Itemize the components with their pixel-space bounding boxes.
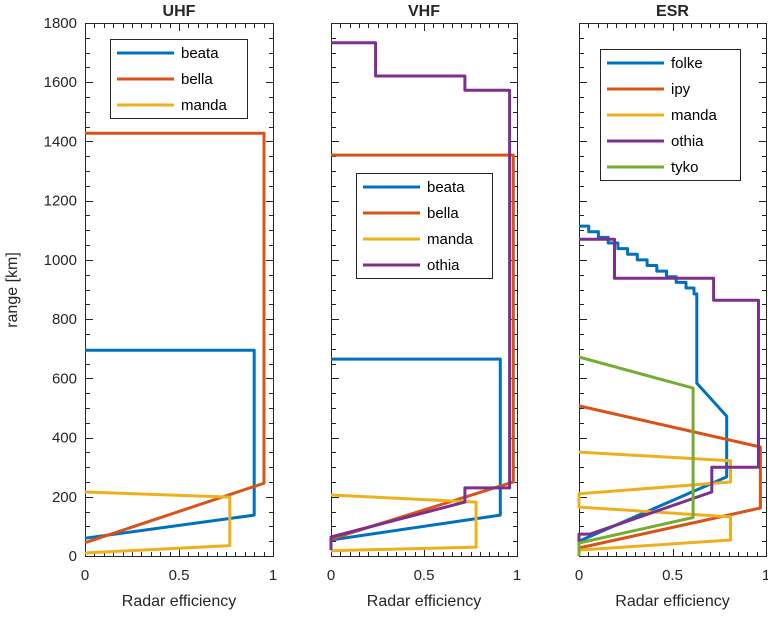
legend-label-bella: bella — [181, 71, 213, 88]
x-tick-label: 1 — [513, 567, 521, 584]
series-line-beata — [330, 357, 502, 542]
axes-box — [331, 23, 518, 557]
legend-label-ipy: ipy — [671, 81, 691, 98]
x-axis-label: Radar efficiency — [122, 593, 236, 610]
x-axis-label: Radar efficiency — [615, 593, 729, 610]
series-line-bella — [330, 153, 515, 541]
x-tick-label: 0 — [81, 567, 89, 584]
series-line-tyko — [577, 355, 695, 556]
tick-marks — [579, 23, 767, 557]
subplot-title: ESR — [656, 3, 689, 20]
series-line-beata — [84, 348, 256, 540]
subplot-title: VHF — [408, 3, 440, 20]
series-line-manda — [84, 490, 232, 555]
x-tick-label: 0.5 — [662, 567, 683, 584]
legend-label-othia: othia — [671, 133, 704, 150]
series-line-ipy — [578, 404, 762, 550]
y-tick-label: 400 — [52, 430, 77, 447]
y-axis-label: range [km] — [4, 252, 21, 328]
legend-label-folke: folke — [671, 55, 703, 72]
x-axis-label: Radar efficiency — [367, 593, 481, 610]
series-line-manda — [577, 450, 732, 552]
legend-label-bella: bella — [427, 205, 459, 222]
legend-label-manda: manda — [671, 107, 718, 124]
subplot-esr: 0 0.5 1 ESR Radar efficiency folke ipy manda oth… — [575, 3, 768, 610]
series-line-bella — [84, 131, 266, 545]
series-line-manda — [330, 493, 478, 553]
y-tick-label: 600 — [52, 370, 77, 387]
y-tick-label: 1400 — [44, 133, 77, 150]
y-tick-label: 1600 — [44, 74, 77, 91]
legend-box — [356, 173, 493, 279]
legend-label-manda: manda — [181, 97, 228, 114]
legend: beata bella manda — [110, 39, 248, 119]
legend-label-othia: othia — [427, 257, 460, 274]
legend: beata bella manda othia — [356, 173, 493, 279]
x-tick-label: 0 — [575, 567, 583, 584]
subplot-uhf: 0 0.5 1 0 200 400 600 800 1000 1200 1400 1600 1800 UH… — [44, 3, 278, 610]
y-tick-label: 1200 — [44, 193, 77, 210]
x-tick-label: 0 — [327, 567, 335, 584]
series-line-folke — [578, 224, 729, 543]
series-line-othia — [329, 41, 512, 551]
legend-label-tyko: tyko — [671, 159, 699, 176]
subplot-title: UHF — [163, 3, 196, 20]
legend-label-beata: beata — [181, 45, 219, 62]
x-tick-label: 1 — [762, 567, 768, 584]
y-tick-label: 1800 — [44, 15, 77, 32]
y-tick-label: 200 — [52, 489, 77, 506]
series-line-othia — [577, 237, 760, 548]
legend-label-beata: beata — [427, 179, 465, 196]
subplot-vhf: 0 0.5 1 VHF Radar efficiency beata bella manda o… — [327, 3, 521, 610]
y-tick-label: 1000 — [44, 252, 77, 269]
legend: folke ipy manda othia tyko — [600, 49, 741, 181]
x-tick-label: 0.5 — [414, 567, 435, 584]
x-tick-label: 1 — [269, 567, 277, 584]
x-tick-label: 0.5 — [169, 567, 190, 584]
y-tick-label: 800 — [52, 311, 77, 328]
legend-label-manda: manda — [427, 231, 474, 248]
y-tick-label: 0 — [69, 548, 77, 565]
